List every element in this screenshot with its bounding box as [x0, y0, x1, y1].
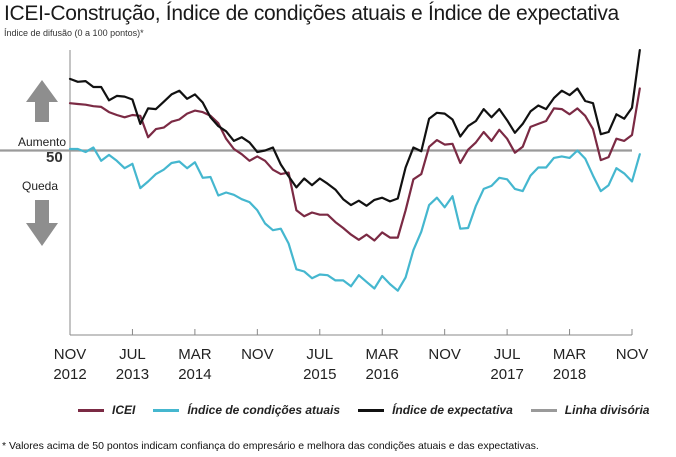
x-tick-label-year: 2014 — [178, 366, 211, 383]
series-line-icei — [68, 87, 641, 242]
legend-item-expectativa: Índice de expectativa — [358, 403, 513, 417]
legend-label-icei: ICEI — [112, 403, 136, 417]
annotation-50: 50 — [46, 149, 63, 166]
x-tick-label-month: NOV — [616, 346, 649, 363]
x-tick-label-month: MAR — [178, 346, 212, 363]
x-tick-label-year: 2012 — [53, 366, 86, 383]
x-tick-label-month: NOV — [54, 346, 87, 363]
legend-swatch-divisoria — [530, 408, 557, 412]
down-arrow-icon — [26, 200, 58, 246]
x-tick-label-month: MAR — [553, 346, 587, 363]
legend-item-divisoria: Linha divisória — [530, 403, 650, 417]
up-arrow-icon — [26, 80, 58, 122]
legend-item-icei: ICEI — [78, 403, 135, 417]
x-tick-label-month: MAR — [366, 346, 400, 363]
x-tick-label-month: JUL — [306, 346, 333, 363]
x-tick-label-year: 2017 — [490, 366, 523, 383]
legend-item-atuais: Índice de condições atuais — [153, 403, 340, 417]
x-tick-label-year: 2013 — [116, 366, 149, 383]
x-tick-label-year: 2015 — [303, 366, 336, 383]
series-line-atuais — [68, 146, 641, 292]
chart-title: ICEI-Construção, Índice de condições atu… — [4, 2, 619, 25]
legend-label-divisoria: Linha divisória — [564, 403, 650, 417]
legend-label-atuais: Índice de condições atuais — [187, 403, 341, 417]
x-tick-label-year: 2016 — [366, 366, 399, 383]
x-tick-label-month: JUL — [494, 346, 521, 363]
chart-subtitle: Índice de difusão (0 a 100 pontos)* — [4, 28, 144, 38]
legend: ICEI Índice de condições atuais Índice d… — [78, 403, 667, 417]
line-chart: NOV 2012 JUL 2013 MAR 2014 NOV JUL 2015 MAR 2016 NO… — [0, 48, 649, 383]
legend-label-expectativa: Índice de expectativa — [392, 403, 513, 417]
x-tick-label-month: NOV — [428, 346, 461, 363]
annotation-queda: Queda — [22, 179, 58, 193]
legend-swatch-atuais — [153, 408, 180, 412]
series-line-expectativa — [68, 48, 641, 207]
legend-swatch-icei — [78, 408, 104, 412]
footnote: * Valores acima de 50 pontos indicam con… — [2, 440, 539, 452]
x-tick-label-month: JUL — [119, 346, 146, 363]
legend-swatch-expectativa — [358, 408, 385, 412]
x-tick-label-year: 2018 — [553, 366, 586, 383]
annotation-aumento: Aumento — [18, 135, 66, 149]
x-tick-label-month: NOV — [241, 346, 274, 363]
